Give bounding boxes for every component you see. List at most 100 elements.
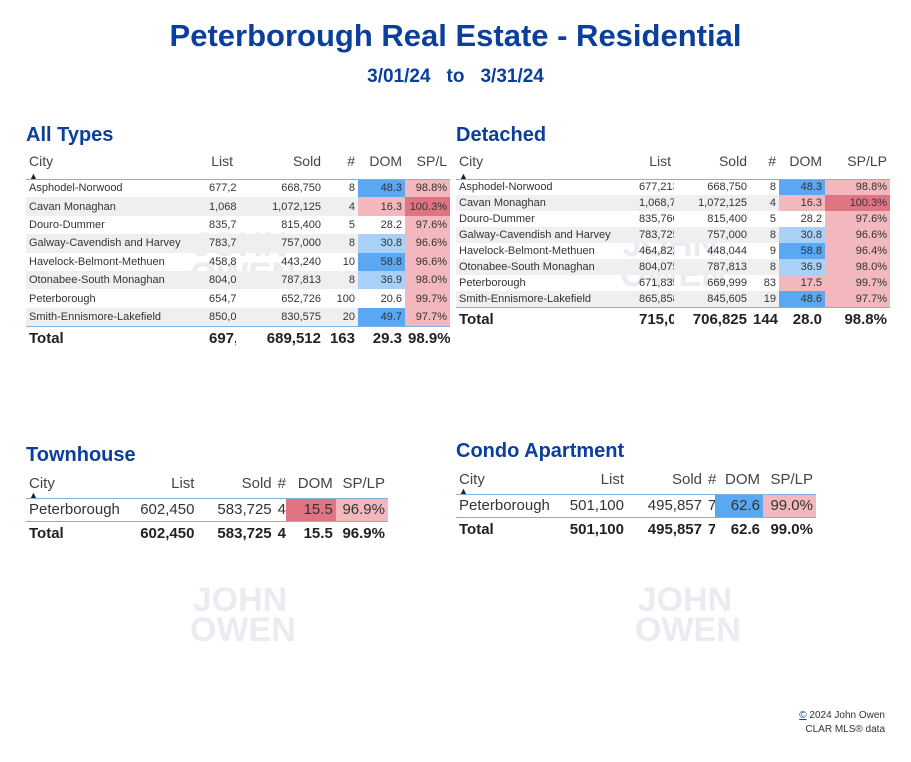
column-header-city[interactable]: City ▲ [29, 475, 55, 500]
column-header-list[interactable]: List [211, 153, 233, 169]
cell-splp: 99.7% [825, 275, 890, 291]
cell-city: Douro-Dummer [459, 213, 535, 225]
column-header-count[interactable]: # [768, 153, 776, 169]
date-to: 3/31/24 [480, 66, 544, 87]
cell-splp: 99.7% [405, 289, 450, 308]
column-header-sold[interactable]: Sold [671, 471, 702, 488]
footer: © 2024 John Owen CLAR MLS® data [799, 709, 885, 737]
cell-list: 783,725 [639, 229, 674, 241]
column-header-list[interactable]: List [171, 475, 195, 492]
cell-splp: 96.9% [335, 498, 388, 521]
column-header-sold[interactable]: Sold [718, 153, 747, 169]
total-city: Total [459, 310, 494, 328]
column-header-count[interactable]: # [347, 153, 355, 169]
watermark-logo: JOHN OWEN [190, 581, 296, 649]
cell-splp: 98.0% [405, 270, 450, 290]
table-detached: City ▲ List Sold # DOM SP/LP Asphodel-Norwood 67… [456, 153, 890, 331]
column-header-splp[interactable]: SP/LP [847, 153, 887, 169]
cell-splp: 96.6% [405, 252, 450, 271]
date-from: 3/01/24 [367, 66, 431, 87]
cell-count: 8 [348, 237, 355, 250]
column-header-city[interactable]: City ▲ [459, 471, 485, 496]
header-row: City ▲ List Sold # DOM SP/LP [26, 475, 388, 500]
cell-list: 677,213 [639, 181, 674, 194]
column-header-list[interactable]: List [649, 153, 671, 169]
cell-count: 5 [769, 213, 776, 225]
cell-sold: 443,240 [281, 255, 321, 268]
cell-list: 1,068,700 [209, 200, 236, 213]
cell-count: 5 [348, 218, 355, 231]
total-list: 697,188 [209, 329, 236, 347]
cell-list: 654,783 [209, 292, 236, 305]
cell-city: Cavan Monaghan [29, 200, 116, 213]
column-header-splp[interactable]: SP/LP [342, 475, 385, 492]
cell-count: 19 [763, 292, 776, 305]
cell-city: Otonabee-South Monaghan [459, 261, 595, 273]
section-title-detached: Detached [456, 124, 547, 146]
total-list: 715,074 [639, 310, 674, 328]
cell-sold: 815,400 [707, 213, 747, 225]
cell-dom: 58.8 [358, 252, 405, 271]
column-header-sold[interactable]: Sold [292, 153, 321, 169]
cell-dom: 30.8 [358, 234, 405, 253]
column-header-dom[interactable]: DOM [369, 153, 402, 169]
cell-list: 671,835 [639, 277, 674, 289]
header-row: City ▲ List Sold # DOM SP/LP [456, 153, 890, 181]
column-header-sold[interactable]: Sold [241, 475, 272, 492]
cell-sold: 652,726 [281, 292, 321, 305]
cell-splp: 96.4% [825, 243, 890, 259]
cell-dom: 36.9 [779, 259, 825, 275]
sort-ascending-icon: ▲ [459, 485, 468, 496]
cell-list: 602,450 [140, 501, 195, 518]
cell-count: 8 [769, 261, 776, 273]
copyright-link[interactable]: © [799, 710, 807, 721]
total-list: 602,450 [140, 524, 195, 542]
cell-count: 20 [342, 310, 355, 323]
column-header-count[interactable]: # [277, 475, 286, 492]
watermark-logo: JOHN OWEN [190, 226, 296, 294]
column-header-count[interactable]: # [708, 471, 717, 488]
column-header-dom[interactable]: DOM [789, 153, 822, 169]
cell-dom: 28.2 [800, 213, 822, 225]
cell-dom: 16.3 [779, 195, 825, 211]
cell-sold: 815,400 [281, 218, 321, 231]
total-row: Total 602,450 583,725 4 15.5 96.9% [26, 521, 388, 545]
section-title-all-types: All Types [26, 124, 114, 146]
total-city: Total [29, 524, 64, 542]
table-all-types: City ▲ List Sold # DOM SP/L Asphodel-Norwood 677… [26, 153, 450, 350]
table-row: Cavan Monaghan 1,068,700 1,072,125 416.3100… [26, 197, 450, 216]
column-header-city[interactable]: City ▲ [29, 153, 54, 181]
column-header-list[interactable]: List [600, 471, 624, 488]
cell-sold: 583,725 [217, 501, 272, 518]
cell-count: 8 [348, 274, 355, 287]
cell-city: Havelock-Belmont-Methuen [29, 255, 165, 268]
column-header-dom[interactable]: DOM [725, 471, 760, 488]
cell-city: Smith-Ennismore-Lakefield [459, 292, 592, 305]
cell-list: 804,075 [209, 274, 236, 287]
header-row: City ▲ List Sold # DOM SP/LP [456, 471, 816, 496]
cell-list: 804,075 [639, 261, 674, 273]
page-title: Peterborough Real Estate - Residential [169, 18, 742, 53]
cell-list: 1,068,700 [639, 197, 674, 209]
total-count: 4 [277, 524, 286, 542]
cell-list: 783,725 [209, 237, 236, 250]
cell-city: Galway-Cavendish and Harvey [29, 237, 181, 250]
column-header-splp[interactable]: SP/L [416, 153, 447, 169]
column-header-splp[interactable]: SP/LP [770, 471, 813, 488]
cell-splp: 96.6% [405, 234, 450, 253]
total-dom: 28.0 [792, 310, 822, 328]
table-row: Douro-Dummer 835,760 815,400 5 28.297.6% [26, 215, 450, 235]
table-row: Smith-Ennismore-Lakefield 865,858 845,605 1… [456, 291, 890, 307]
header-row: City ▲ List Sold # DOM SP/L [26, 153, 450, 181]
table-row: Galway-Cavendish and Harvey 783,725 757,00… [456, 227, 890, 243]
cell-city: Otonabee-South Monaghan [29, 274, 165, 287]
watermark-logo: JOHN OWEN [620, 226, 726, 294]
table-row: Galway-Cavendish and Harvey 783,725 757,00… [26, 234, 450, 253]
column-header-dom[interactable]: DOM [297, 475, 333, 492]
total-dom: 15.5 [303, 524, 333, 542]
section-title-townhouse: Townhouse [26, 444, 136, 466]
cell-splp: 98.0% [825, 259, 890, 275]
cell-city: Asphodel-Norwood [459, 181, 553, 194]
column-header-city[interactable]: City ▲ [459, 153, 484, 181]
cell-dom: 17.5 [779, 275, 825, 291]
